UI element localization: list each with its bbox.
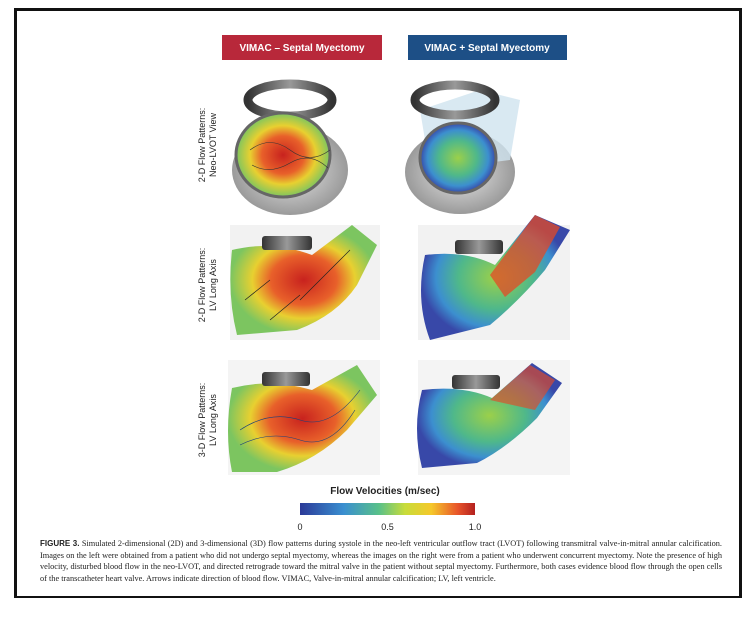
colorbar (300, 503, 475, 515)
colorbar-tick-label: 1.0 (469, 522, 482, 532)
row-label: 2-D Flow Patterns: (197, 108, 207, 183)
row-label: Neo-LVOT View (208, 112, 218, 177)
figure-caption: FIGURE 3. Simulated 2-dimensional (2D) a… (40, 538, 722, 584)
caption-label: FIGURE 3. (40, 539, 79, 548)
flow-image (230, 225, 380, 340)
flow-image (405, 85, 520, 214)
row-label: 2-D Flow Patterns: (197, 248, 207, 323)
column-header: VIMAC + Septal Myectomy (424, 43, 550, 54)
column-header: VIMAC – Septal Myectomy (239, 43, 364, 54)
flow-image (417, 360, 570, 475)
colorbar-title: Flow Velocities (m/sec) (330, 486, 439, 497)
figure: VIMAC – Septal Myectomy VIMAC + Septal M… (0, 0, 754, 622)
page: VIMAC – Septal Myectomy VIMAC + Septal M… (0, 0, 754, 622)
flow-image (232, 84, 348, 215)
row-label: LV Long Axis (208, 394, 218, 446)
row-label: 3-D Flow Patterns: (197, 383, 207, 458)
flow-image (228, 360, 380, 475)
caption-text: Simulated 2-dimensional (2D) and 3-dimen… (40, 539, 722, 583)
colorbar-tick-label: 0 (297, 522, 302, 532)
row-label: LV Long Axis (208, 259, 218, 311)
colorbar-tick-label: 0.5 (381, 522, 394, 532)
flow-image (418, 215, 570, 340)
